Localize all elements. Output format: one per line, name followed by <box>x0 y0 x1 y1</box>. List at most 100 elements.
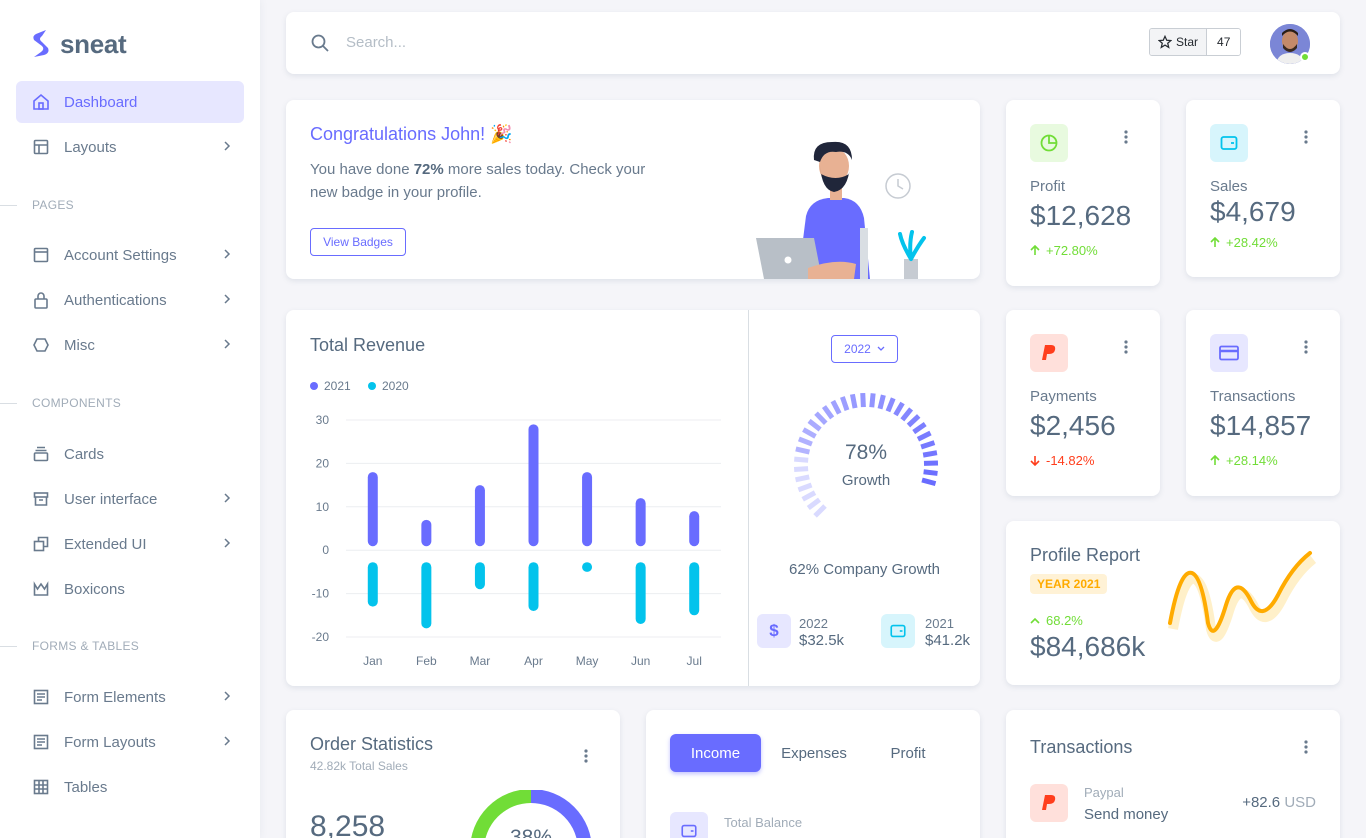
more-options-icon[interactable] <box>1296 737 1316 757</box>
transaction-currency: USD <box>1284 794 1316 811</box>
detail-icon <box>32 688 50 706</box>
sidebar-item-tables[interactable]: Tables <box>16 766 244 808</box>
more-options-icon[interactable] <box>1116 337 1136 357</box>
search-input[interactable]: Search... <box>346 34 407 51</box>
tab-profit[interactable]: Profit <box>890 744 926 762</box>
year-badge: YEAR 2021 <box>1030 574 1108 594</box>
gauge-segment <box>840 396 850 412</box>
kpi-value: $12,628 <box>1030 200 1132 231</box>
payments-card: Payments $2,456 -14.82% <box>1006 310 1160 496</box>
bar-2021-May <box>582 472 593 547</box>
sidebar-item-misc[interactable]: Misc <box>16 324 244 366</box>
sidebar-item-boxicons[interactable]: Boxicons <box>16 568 244 610</box>
copy-icon <box>32 535 50 553</box>
gauge-segment <box>923 469 938 476</box>
sidebar-item-form-elements[interactable]: Form Elements <box>16 676 244 718</box>
chevron-right-icon <box>224 249 231 259</box>
profile-sparkline <box>1168 551 1316 642</box>
kpi-label: Payments <box>1030 388 1097 405</box>
sneat-logo-icon <box>33 30 49 57</box>
gauge-segment <box>900 407 914 422</box>
kpi-label: Profit <box>1030 178 1066 195</box>
x-tick-label: Mar <box>470 654 491 668</box>
sidebar-item-user-interface[interactable]: User interface <box>16 478 244 520</box>
brand-logo[interactable]: sneat <box>30 28 127 60</box>
bar-2021-Jun <box>635 498 646 547</box>
sidebar-item-cards[interactable]: Cards <box>16 433 244 475</box>
more-options-icon[interactable] <box>1296 337 1316 357</box>
chevron-right-icon <box>224 691 231 701</box>
layout-icon <box>32 138 50 156</box>
more-options-icon[interactable] <box>1116 127 1136 147</box>
kpi-change-value: -14.82% <box>1046 453 1095 468</box>
gauge-segment <box>801 490 817 502</box>
wallet-icon <box>881 614 915 648</box>
tab-income[interactable]: Income <box>670 734 761 772</box>
sidebar-item-form-layouts[interactable]: Form Layouts <box>16 721 244 763</box>
revenue-divider <box>748 310 749 686</box>
legend-marker-2021 <box>310 382 318 390</box>
gauge-segment <box>797 436 813 447</box>
paypal-icon <box>1030 784 1068 822</box>
avatar[interactable] <box>1270 24 1310 64</box>
order-stats-value: 8,258 <box>310 810 386 838</box>
profile-value: $84,686k <box>1030 631 1146 662</box>
sidebar-item-label: Authentications <box>64 291 167 309</box>
year-select-dropdown[interactable]: 2022 <box>831 335 898 363</box>
stat-2022-value: $32.5k <box>799 632 845 649</box>
kpi-label: Sales <box>1210 178 1248 195</box>
y-tick-label: -20 <box>312 630 330 644</box>
gauge-segment <box>906 414 921 428</box>
view-badges-button[interactable]: View Badges <box>310 228 406 256</box>
y-tick-label: -10 <box>312 587 330 601</box>
sidebar-item-label: Dashboard <box>64 93 138 111</box>
sidebar-item-authentications[interactable]: Authentications <box>16 279 244 321</box>
transactions-list-card: Transactions Paypal Send money +82.6 USD <box>1006 710 1340 838</box>
github-star-button[interactable]: Star 47 <box>1149 28 1242 56</box>
sidebar-item-extended-ui[interactable]: Extended UI <box>16 523 244 565</box>
brand-name: sneat <box>60 28 127 59</box>
dock-icon <box>32 246 50 264</box>
transaction-amount-value: +82.6 <box>1242 794 1281 811</box>
y-tick-label: 20 <box>316 456 330 470</box>
x-tick-label: May <box>576 654 599 668</box>
section-label-pages: PAGES <box>0 198 74 212</box>
bar-2020-Mar <box>474 562 485 590</box>
profile-change-value: 68.2% <box>1046 613 1083 628</box>
kpi-change-value: +72.80% <box>1046 243 1098 258</box>
tab-expenses[interactable]: Expenses <box>781 744 847 762</box>
sidebar-item-layouts[interactable]: Layouts <box>16 126 244 168</box>
welcome-title: Congratulations John! 🎉 <box>310 124 513 144</box>
kpi-value: $4,679 <box>1210 196 1296 227</box>
y-tick-label: 30 <box>316 413 330 427</box>
search-icon[interactable] <box>310 33 330 53</box>
kpi-change-value: +28.42% <box>1226 235 1278 250</box>
star-count: 47 <box>1207 29 1241 55</box>
gauge-segment <box>869 393 876 408</box>
stat-2022-label: 2022 <box>799 616 828 631</box>
profile-change: 68.2% <box>1030 613 1083 628</box>
bar-2021-Mar <box>474 485 485 547</box>
bar-2021-Jan <box>367 472 378 547</box>
sidebar-item-account-settings[interactable]: Account Settings <box>16 234 244 276</box>
bar-2020-Feb <box>421 562 432 629</box>
legend-label-2020: 2020 <box>382 379 409 393</box>
star-label: Star <box>1176 35 1199 49</box>
gauge-segment <box>814 411 828 425</box>
more-options-icon[interactable] <box>1296 127 1316 147</box>
chevron-right-icon <box>224 538 231 548</box>
wallet-icon <box>1210 124 1248 162</box>
sidebar-item-dashboard[interactable]: Dashboard <box>16 81 244 123</box>
company-growth-text: 62% Company Growth <box>789 561 940 578</box>
revenue-title: Total Revenue <box>310 335 426 355</box>
chevron-right-icon <box>224 294 231 304</box>
income-expense-card: Income Expenses Profit Total Balance <box>646 710 980 838</box>
chevron-right-icon <box>224 339 231 349</box>
gauge-segment <box>920 440 936 450</box>
order-donut-chart <box>471 790 591 838</box>
stat-2021-label: 2021 <box>925 616 954 631</box>
man-with-laptop-illustration <box>756 141 926 279</box>
more-options-icon[interactable] <box>576 746 596 766</box>
gauge-segment <box>860 392 866 408</box>
chevron-right-icon <box>224 736 231 746</box>
